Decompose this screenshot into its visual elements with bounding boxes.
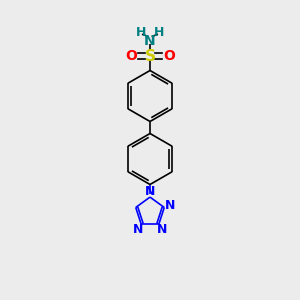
Text: N: N — [144, 34, 156, 47]
Text: S: S — [145, 49, 155, 64]
Text: H: H — [136, 26, 146, 39]
Text: N: N — [157, 223, 167, 236]
Text: O: O — [163, 49, 175, 63]
Text: N: N — [145, 184, 155, 198]
Text: N: N — [133, 223, 143, 236]
Text: N: N — [165, 199, 175, 212]
Text: O: O — [125, 49, 137, 63]
Text: H: H — [154, 26, 164, 39]
